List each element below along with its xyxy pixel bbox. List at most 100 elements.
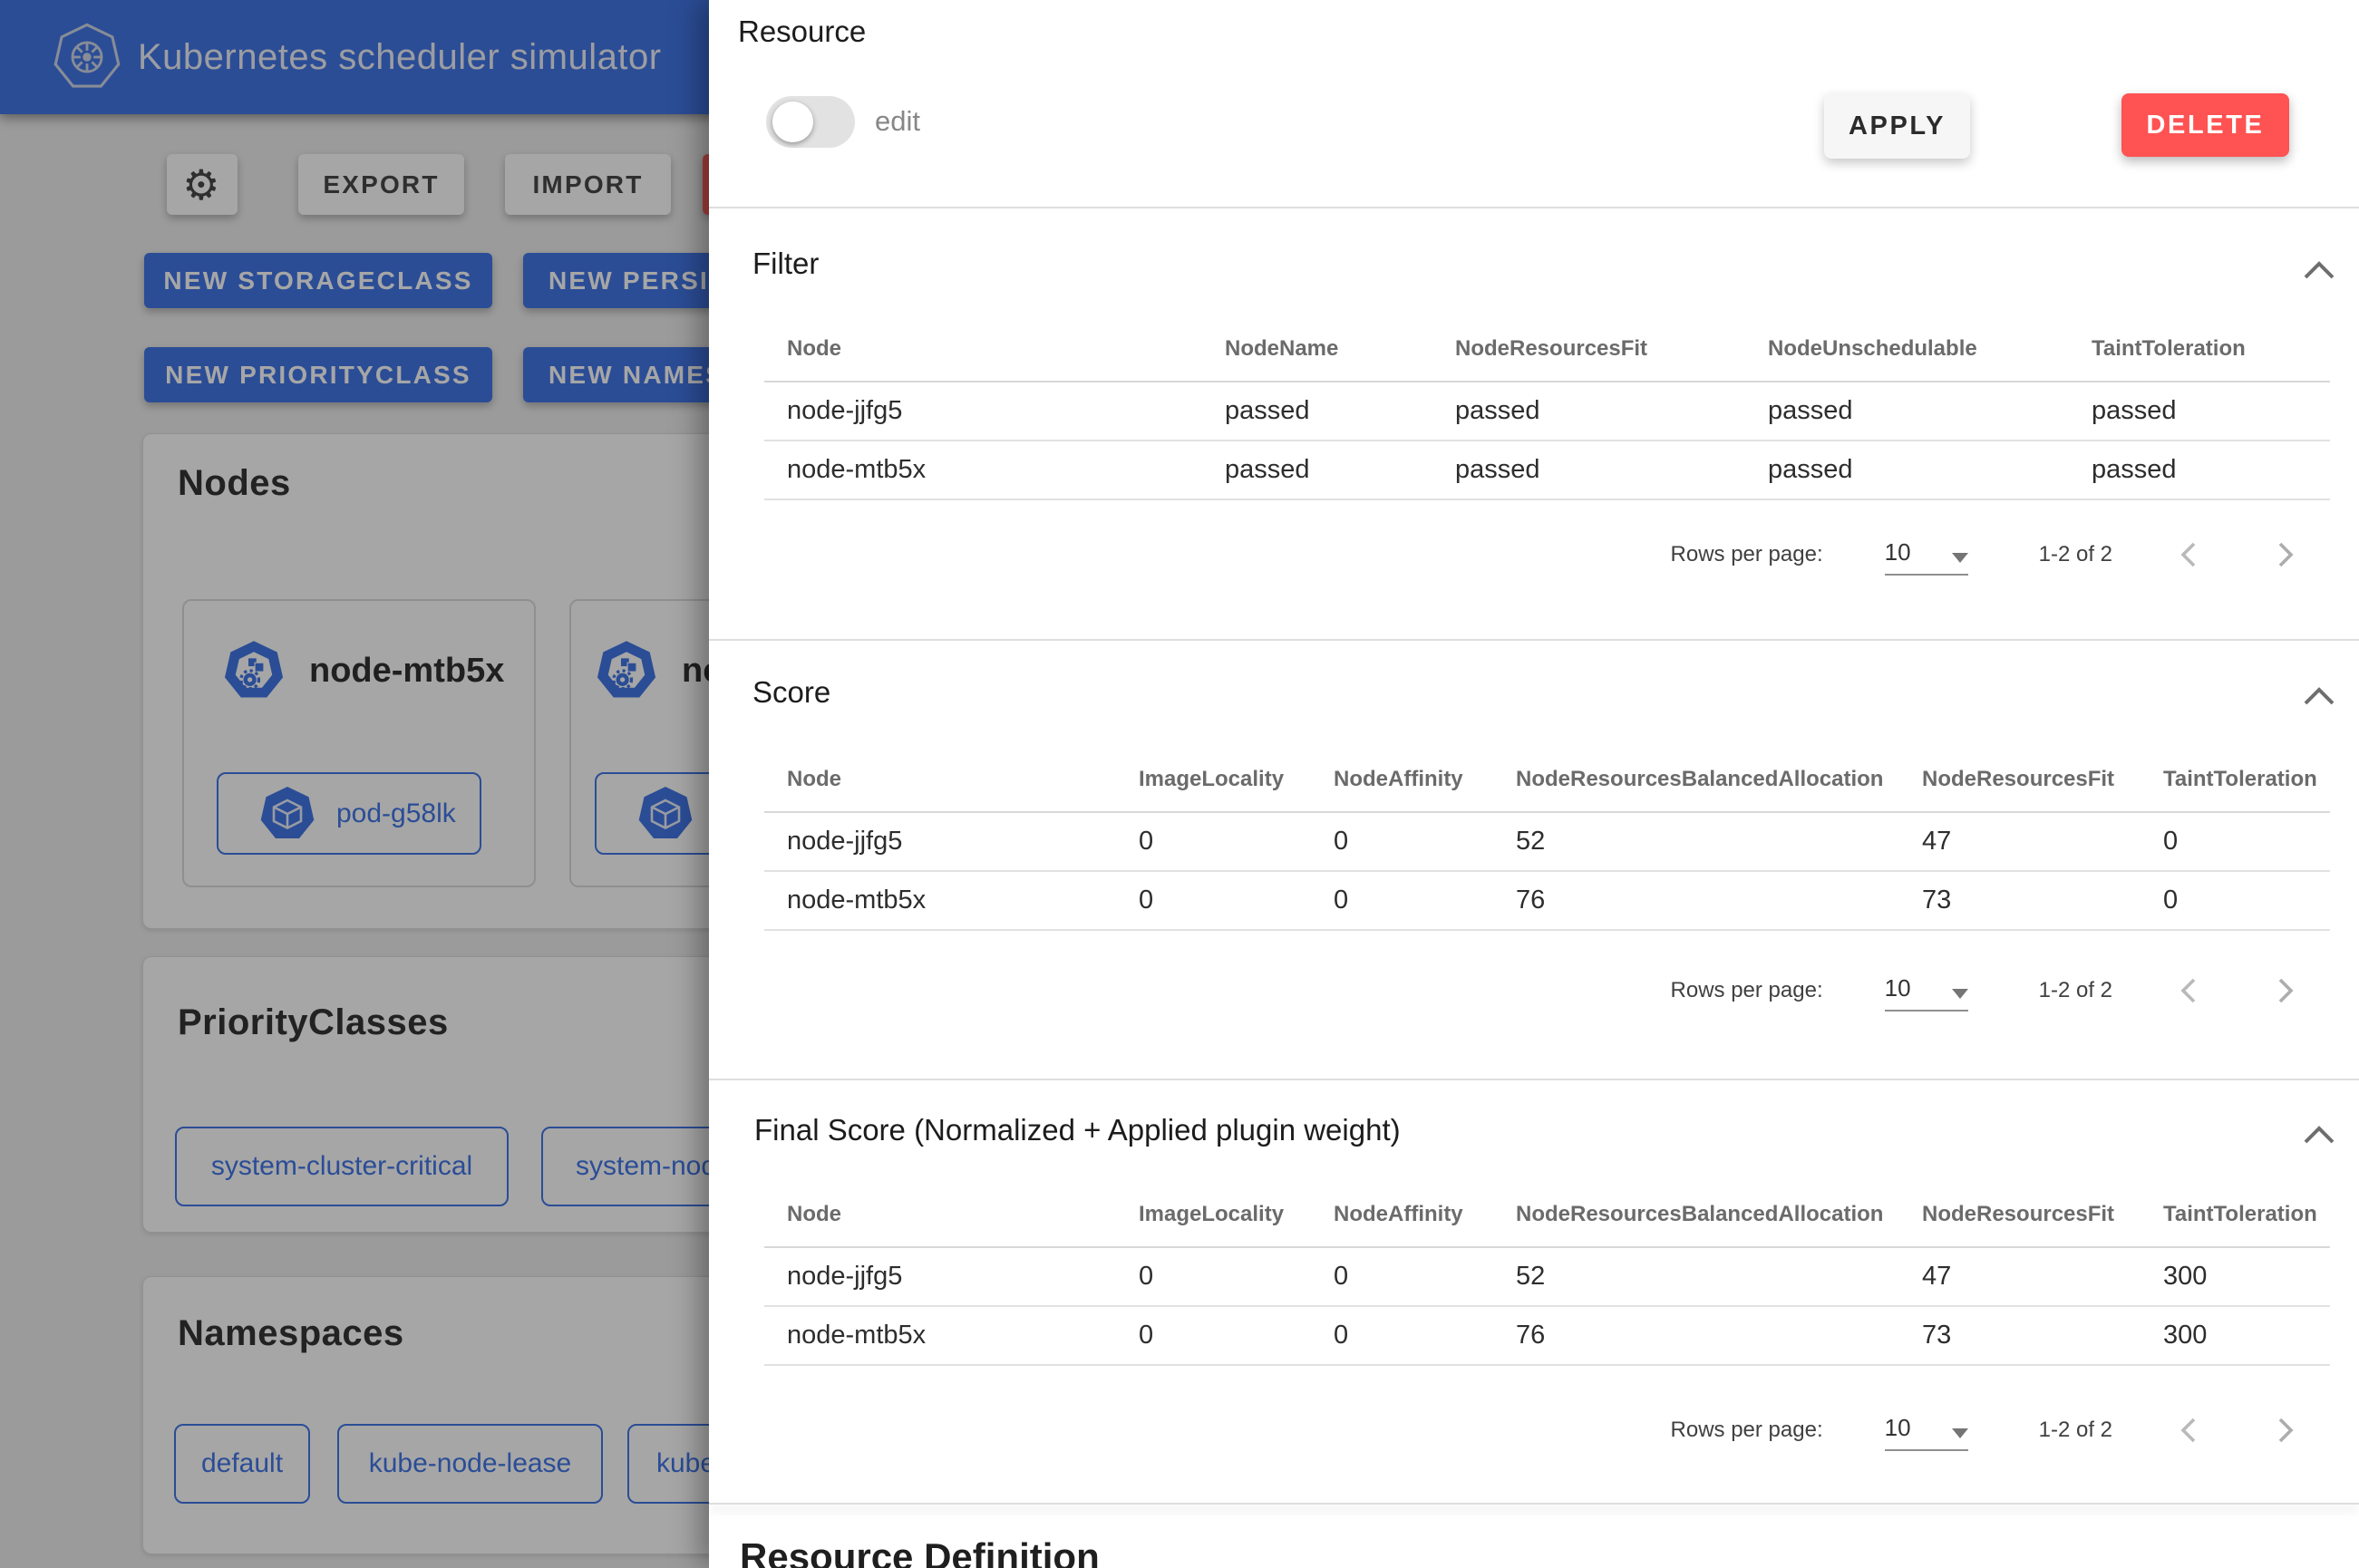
table-cell: node-jjfg5 [764, 1248, 1139, 1307]
next-page-button[interactable] [2267, 537, 2303, 573]
column-header: NodeResourcesFit [1922, 748, 2163, 813]
column-header: NodeAffinity [1334, 748, 1516, 813]
previous-page-button[interactable] [2171, 973, 2208, 1009]
column-header: NodeResourcesBalancedAllocation [1516, 748, 1922, 813]
rows-per-page-select[interactable]: 10 [1884, 1409, 1968, 1451]
collapse-score-icon[interactable] [2303, 685, 2335, 707]
delete-button[interactable]: DELETE [2121, 93, 2289, 157]
chevron-right-icon [2278, 542, 2294, 567]
priorityclass-chip[interactable]: system-cluster-critical [175, 1127, 509, 1206]
filter-table: Node NodeName NodeResourcesFit NodeUnsch… [764, 317, 2330, 500]
priorityclass-chip[interactable]: system-nod [541, 1127, 875, 1206]
kubernetes-logo-icon [53, 23, 121, 88]
resource-definition-title: Resource Definition [740, 1535, 1100, 1568]
edit-toggle[interactable] [766, 96, 855, 148]
column-header: NodeResourcesFit [1922, 1183, 2163, 1248]
app-title: Kubernetes scheduler simulator [138, 36, 662, 77]
rows-per-page-label: Rows per page: [1670, 542, 1823, 566]
table-cell: 0 [1334, 813, 1516, 872]
toggle-thumb [772, 102, 813, 142]
previous-page-button[interactable] [2171, 537, 2208, 573]
column-header: ImageLocality [1139, 748, 1334, 813]
node-icon [224, 641, 284, 698]
pagination-range: 1-2 of 2 [2038, 1418, 2112, 1442]
table-cell: 73 [1922, 872, 2163, 931]
table-cell: passed [1225, 382, 1455, 441]
column-header: ImageLocality [1139, 1183, 1334, 1248]
apply-button[interactable]: APPLY [1824, 93, 1970, 159]
divider [709, 639, 2359, 641]
new-priorityclass-button[interactable]: NEW PRIORITYCLASS [144, 347, 492, 402]
pod-chip[interactable]: pod-g58lk [217, 772, 481, 855]
chevron-left-icon [2180, 978, 2196, 1003]
pod-icon [638, 786, 693, 838]
pagination-range: 1-2 of 2 [2038, 542, 2112, 566]
rows-per-page-label: Rows per page: [1670, 1418, 1823, 1442]
namespace-chip[interactable]: kube-node-lease [337, 1424, 603, 1504]
final-score-pagination: Rows per page: 10 1-2 of 2 [1671, 1401, 2303, 1459]
column-header: NodeName [1225, 317, 1455, 382]
column-header: Node [764, 317, 1225, 382]
table-cell: 0 [1139, 1248, 1334, 1307]
pod-chip-label: pod-g58lk [336, 798, 456, 828]
table-cell: passed [2092, 441, 2330, 500]
drawer-title: Resource [738, 15, 867, 48]
table-cell: 300 [2163, 1307, 2330, 1366]
table-cell: passed [1455, 441, 1768, 500]
settings-button[interactable]: ⚙ [167, 154, 238, 215]
table-cell: 0 [1334, 872, 1516, 931]
export-button[interactable]: EXPORT [298, 154, 464, 215]
table-cell: 47 [1922, 813, 2163, 872]
resource-drawer: Resource edit APPLY DELETE Filter Node N… [709, 0, 2359, 1568]
table-cell: 0 [1139, 813, 1334, 872]
table-cell: passed [1225, 441, 1455, 500]
next-page-button[interactable] [2267, 1412, 2303, 1448]
table-cell: node-jjfg5 [764, 813, 1139, 872]
rows-per-page-label: Rows per page: [1670, 978, 1823, 1002]
pagination-range: 1-2 of 2 [2038, 978, 2112, 1002]
table-cell: 0 [2163, 872, 2330, 931]
table-cell: passed [1768, 382, 2092, 441]
divider [709, 1079, 2359, 1080]
rows-per-page-select[interactable]: 10 [1884, 534, 1968, 576]
score-table: Node ImageLocality NodeAffinity NodeReso… [764, 748, 2330, 931]
collapse-filter-icon[interactable] [2303, 259, 2335, 281]
column-header: NodeUnschedulable [1768, 317, 2092, 382]
node-card[interactable]: node-mtb5x pod-g58lk [182, 599, 536, 887]
table-cell: 73 [1922, 1307, 2163, 1366]
caret-down-icon [1951, 553, 1968, 563]
table-cell: passed [2092, 382, 2330, 441]
column-header: Node [764, 748, 1139, 813]
column-header: TaintToleration [2092, 317, 2330, 382]
priorityclasses-title: PriorityClasses [178, 1002, 449, 1042]
edit-toggle-label: edit [875, 105, 920, 137]
table-cell: 47 [1922, 1248, 2163, 1307]
table-cell: 76 [1516, 1307, 1922, 1366]
column-header: NodeAffinity [1334, 1183, 1516, 1248]
table-cell: 52 [1516, 1248, 1922, 1307]
table-cell: 52 [1516, 813, 1922, 872]
rows-per-page-select[interactable]: 10 [1884, 970, 1968, 1011]
score-section-title: Score [752, 675, 831, 709]
table-cell: 0 [1334, 1307, 1516, 1366]
pod-icon [260, 786, 315, 838]
column-header: Node [764, 1183, 1139, 1248]
table-cell: passed [1768, 441, 2092, 500]
priorityclasses-panel: PriorityClasses system-cluster-critical … [142, 956, 875, 1233]
chevron-left-icon [2180, 542, 2196, 567]
new-storageclass-button[interactable]: NEW STORAGECLASS [144, 253, 492, 308]
caret-down-icon [1951, 989, 1968, 999]
import-button[interactable]: IMPORT [505, 154, 671, 215]
collapse-final-score-icon[interactable] [2303, 1124, 2335, 1146]
namespace-chip[interactable]: default [174, 1424, 310, 1504]
node-icon [597, 641, 656, 698]
column-header: TaintToleration [2163, 1183, 2330, 1248]
column-header: TaintToleration [2163, 748, 2330, 813]
next-page-button[interactable] [2267, 973, 2303, 1009]
node-name: node-mtb5x [309, 651, 505, 690]
chevron-right-icon [2278, 1418, 2294, 1443]
table-cell: 0 [2163, 813, 2330, 872]
filter-pagination: Rows per page: 10 1-2 of 2 [1671, 526, 2303, 584]
previous-page-button[interactable] [2171, 1412, 2208, 1448]
